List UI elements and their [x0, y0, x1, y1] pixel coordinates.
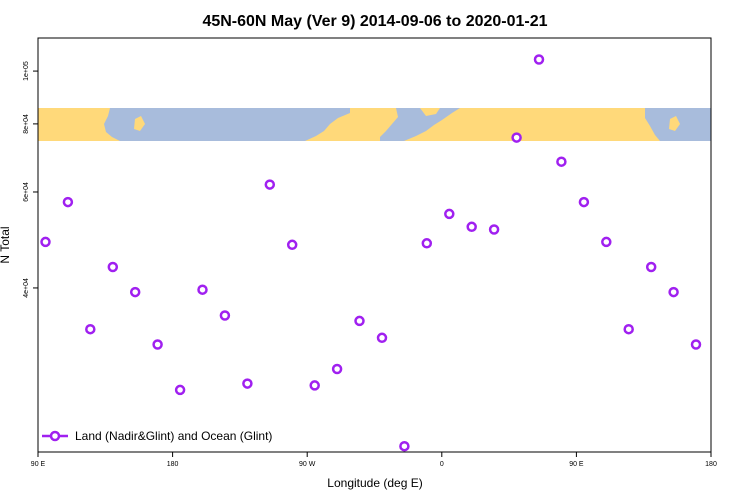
- y-axis-label: N Total: [0, 226, 12, 263]
- data-point: [242, 378, 253, 389]
- chart-title: 45N-60N May (Ver 9) 2014-09-06 to 2020-0…: [202, 13, 547, 30]
- y-axis: 4e+04 6e+04 8e+04 1e+05: [23, 61, 38, 298]
- map-island-greenland: [420, 108, 440, 116]
- x-tick-label: 90 W: [299, 461, 316, 468]
- data-point: [511, 132, 522, 143]
- data-point: [219, 310, 231, 321]
- data-point: [466, 221, 477, 233]
- data-point: [40, 236, 51, 248]
- data-point: [623, 323, 634, 335]
- y-tick-label: 6e+04: [23, 182, 30, 202]
- data-point: [62, 196, 74, 208]
- data-points: [40, 54, 702, 452]
- data-point: [444, 208, 455, 220]
- data-point: [174, 384, 186, 396]
- x-tick-label: 90 E: [569, 461, 584, 468]
- x-tick-label: 180: [167, 461, 179, 468]
- data-point: [107, 261, 119, 273]
- data-point: [376, 332, 388, 344]
- data-point: [488, 224, 500, 235]
- data-point: [399, 440, 410, 452]
- x-tick-label: 180: [705, 461, 717, 468]
- data-point: [601, 236, 612, 248]
- map-island-japan-east: [669, 116, 680, 131]
- y-tick-label: 1e+05: [23, 61, 30, 81]
- data-point: [556, 156, 567, 167]
- data-point: [354, 315, 365, 327]
- world-map-strip: [38, 108, 711, 141]
- data-point: [533, 54, 545, 65]
- x-axis-label: Longitude (deg E): [327, 476, 422, 490]
- map-ocean-atlantic: [380, 108, 460, 141]
- x-axis: 90 E 180 90 W 0 90 E 180: [31, 452, 717, 468]
- data-point: [129, 286, 141, 298]
- data-point: [645, 261, 657, 273]
- map-ocean-pacific: [104, 108, 350, 141]
- data-point: [197, 284, 208, 295]
- legend-label: Land (Nadir&Glint) and Ocean (Glint): [75, 429, 272, 443]
- legend: Land (Nadir&Glint) and Ocean (Glint): [42, 429, 272, 443]
- legend-marker: [49, 430, 61, 442]
- data-point: [264, 179, 276, 190]
- data-point: [309, 380, 320, 391]
- x-tick-label: 90 E: [31, 461, 46, 468]
- data-point: [152, 339, 163, 350]
- x-tick-label: 0: [440, 461, 444, 468]
- map-island-japan: [134, 116, 145, 131]
- y-tick-label: 4e+04: [23, 278, 30, 298]
- data-point: [85, 323, 96, 335]
- plot-frame: [37, 37, 712, 453]
- y-tick-label: 8e+04: [23, 114, 30, 134]
- data-point: [421, 238, 433, 249]
- data-point: [578, 196, 590, 208]
- data-point: [331, 363, 343, 375]
- data-point: [690, 339, 702, 350]
- data-point: [286, 239, 298, 251]
- data-point: [668, 286, 679, 298]
